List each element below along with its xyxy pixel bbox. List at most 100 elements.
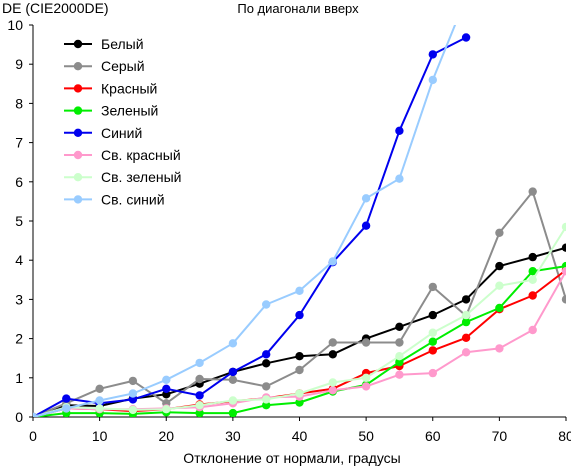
data-point bbox=[495, 303, 504, 313]
legend-swatch-marker bbox=[73, 84, 83, 93]
series-line bbox=[33, 25, 457, 417]
legend-label: Зеленый bbox=[101, 103, 158, 119]
data-point bbox=[495, 344, 504, 353]
data-point bbox=[328, 386, 337, 395]
data-point bbox=[228, 396, 238, 405]
data-point bbox=[428, 50, 437, 59]
data-point bbox=[195, 408, 204, 417]
legend-label: Св. зеленый bbox=[101, 169, 181, 185]
data-point bbox=[528, 275, 537, 284]
legend-label: Серый bbox=[101, 58, 145, 74]
data-point bbox=[128, 395, 138, 404]
data-point bbox=[528, 267, 537, 276]
data-point bbox=[262, 350, 271, 359]
x-tick-label: 70 bbox=[492, 428, 508, 444]
data-point bbox=[295, 286, 304, 295]
data-point bbox=[361, 373, 371, 382]
data-point bbox=[428, 328, 437, 337]
data-point bbox=[361, 382, 371, 391]
data-point bbox=[228, 339, 238, 348]
legend-item: Красный bbox=[64, 80, 157, 96]
data-point bbox=[495, 228, 504, 237]
y-tick-label: 2 bbox=[15, 331, 23, 347]
y-axis-title: DE (CIE2000DE) bbox=[2, 0, 109, 16]
data-point bbox=[33, 412, 38, 417]
data-point bbox=[262, 359, 271, 368]
data-point bbox=[62, 404, 71, 413]
series-line bbox=[33, 36, 467, 417]
data-point bbox=[561, 222, 566, 232]
legend-swatch-marker bbox=[73, 173, 83, 182]
y-tick-label: 10 bbox=[7, 17, 23, 33]
legend-label: Синий bbox=[101, 125, 142, 141]
legend-item: Зеленый bbox=[64, 103, 158, 119]
x-tick-label: 40 bbox=[292, 428, 308, 444]
data-point bbox=[361, 338, 371, 347]
y-tick-label: 4 bbox=[15, 252, 23, 268]
data-point bbox=[195, 401, 204, 410]
data-point bbox=[128, 376, 138, 386]
y-tick-label: 3 bbox=[15, 291, 23, 307]
data-point bbox=[461, 348, 471, 357]
data-point bbox=[328, 378, 337, 387]
data-point bbox=[262, 395, 271, 404]
data-point bbox=[395, 357, 404, 367]
data-point bbox=[528, 291, 537, 300]
series-8 bbox=[33, 0, 470, 417]
legend-swatch-marker bbox=[73, 39, 83, 49]
data-point bbox=[162, 405, 171, 414]
x-tick-label: 30 bbox=[225, 428, 241, 444]
legend: Белый Серый Красный Зеленый Синий Св. красный… bbox=[64, 36, 181, 207]
legend-item: Св. синий bbox=[64, 191, 165, 207]
legend-swatch-marker bbox=[73, 150, 83, 160]
x-tick-label: 50 bbox=[358, 428, 374, 444]
legend-label: Белый bbox=[101, 36, 144, 52]
data-point bbox=[461, 295, 471, 304]
legend-item: Серый bbox=[64, 58, 145, 74]
data-point bbox=[495, 281, 504, 290]
series-layer bbox=[33, 0, 566, 417]
data-point bbox=[395, 338, 404, 347]
data-point bbox=[262, 401, 271, 410]
data-point bbox=[428, 368, 437, 378]
legend-swatch-marker bbox=[73, 61, 83, 71]
data-point bbox=[228, 375, 238, 384]
legend-item: Белый bbox=[64, 36, 144, 52]
data-point bbox=[462, 0, 470, 2]
data-point bbox=[262, 300, 271, 309]
data-point bbox=[561, 243, 566, 252]
data-point bbox=[295, 352, 304, 361]
data-point bbox=[495, 261, 504, 271]
data-point bbox=[295, 365, 304, 375]
data-point bbox=[162, 375, 171, 384]
data-point bbox=[262, 382, 271, 391]
data-point bbox=[428, 310, 437, 320]
y-tick-label: 6 bbox=[15, 174, 23, 190]
series-line bbox=[33, 190, 566, 417]
data-point bbox=[295, 310, 304, 320]
y-tick-label: 8 bbox=[15, 95, 23, 111]
legend-label: Св. красный bbox=[101, 147, 181, 163]
x-axis-title: Отклонение от нормали, градусы bbox=[183, 450, 400, 466]
data-point bbox=[295, 389, 304, 398]
data-point bbox=[528, 187, 537, 196]
y-tick-label: 0 bbox=[15, 409, 23, 425]
data-point bbox=[461, 317, 471, 327]
data-point bbox=[361, 221, 371, 230]
data-point bbox=[195, 374, 204, 384]
data-point bbox=[461, 33, 471, 42]
y-tick-label: 9 bbox=[15, 56, 23, 72]
data-point bbox=[95, 384, 104, 393]
data-point bbox=[361, 194, 371, 203]
data-point bbox=[128, 405, 138, 415]
data-point bbox=[428, 282, 437, 292]
x-tick-label: 0 bbox=[29, 428, 37, 444]
series-7 bbox=[33, 222, 566, 417]
legend-swatch-marker bbox=[73, 195, 83, 204]
legend-item: Св. зеленый bbox=[64, 169, 181, 185]
data-point bbox=[62, 394, 71, 403]
data-point bbox=[228, 408, 238, 417]
legend-swatch-marker bbox=[73, 128, 83, 137]
data-point bbox=[195, 391, 204, 400]
